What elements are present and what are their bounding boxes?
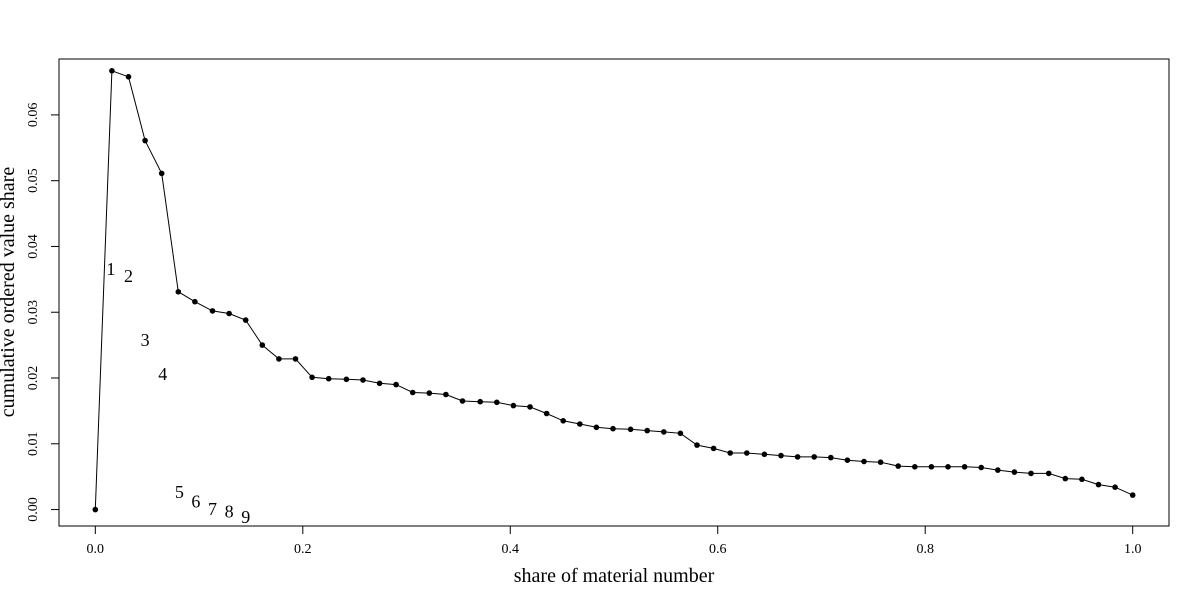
data-point	[1095, 481, 1102, 488]
data-point	[109, 68, 115, 74]
x-tick-label: 0.4	[502, 542, 520, 557]
data-point	[360, 377, 366, 383]
data-point	[1045, 470, 1052, 477]
x-tick-label: 0.8	[916, 542, 934, 557]
data-point	[778, 452, 784, 459]
data-point	[409, 389, 416, 396]
data-point	[125, 74, 132, 80]
x-tick-label: 0.0	[87, 542, 105, 557]
data-point	[1112, 484, 1118, 491]
data-point	[912, 464, 918, 470]
series-layer	[92, 68, 1136, 513]
annotation-label: 8	[225, 502, 234, 522]
data-point	[828, 454, 834, 461]
data-point	[142, 137, 148, 144]
data-point	[242, 317, 249, 323]
data-point	[527, 404, 533, 410]
y-tick-label: 0.01	[26, 432, 41, 457]
x-tick-label: 0.6	[709, 542, 727, 557]
data-point	[1079, 476, 1085, 483]
data-point	[192, 298, 198, 305]
data-point	[158, 170, 165, 177]
data-point	[861, 458, 867, 465]
data-point	[811, 454, 817, 460]
data-point	[1062, 475, 1069, 482]
data-point	[226, 310, 232, 317]
data-point	[477, 398, 484, 405]
data-point	[945, 464, 951, 470]
data-point	[877, 459, 884, 466]
data-point	[844, 457, 851, 464]
plot-frame	[58, 58, 1170, 527]
x-tick-label: 1.0	[1124, 542, 1142, 557]
data-point	[978, 464, 984, 471]
annotation-label: 1	[106, 259, 115, 279]
x-tick-label: 0.2	[294, 542, 312, 557]
data-point	[961, 464, 968, 470]
data-point	[543, 410, 550, 417]
data-point	[1129, 492, 1136, 498]
annotation-label: 2	[124, 266, 133, 286]
y-axis: 0.00 0.01 0.02 0.03 0.04 0.05 0.06	[26, 103, 60, 522]
annotation-label: 7	[208, 499, 217, 519]
data-point	[560, 418, 566, 424]
annotation-label: 5	[175, 482, 184, 502]
data-point	[661, 429, 667, 435]
data-point	[209, 308, 216, 314]
data-point	[175, 289, 182, 295]
data-point	[744, 450, 750, 456]
data-point	[577, 421, 583, 427]
data-point	[292, 356, 299, 362]
data-point	[443, 391, 449, 398]
data-point	[92, 506, 99, 513]
data-point	[426, 390, 433, 396]
data-point	[644, 427, 650, 434]
y-tick-label: 0.04	[26, 234, 41, 259]
data-point	[995, 467, 1001, 473]
data-point	[1011, 469, 1018, 475]
data-point	[325, 375, 332, 382]
y-tick-label: 0.03	[26, 300, 41, 325]
data-point	[610, 425, 616, 432]
data-point	[694, 442, 700, 448]
data-point	[727, 450, 733, 456]
y-tick-label: 0.02	[26, 366, 41, 391]
data-point	[710, 445, 717, 452]
data-point	[794, 454, 801, 460]
y-axis-title: cumulative ordered value share	[0, 167, 19, 418]
x-axis-title: share of material number	[514, 565, 715, 587]
series-line	[94, 70, 1133, 510]
y-tick-label: 0.06	[26, 103, 41, 128]
annotation-layer: 1 2 34 5 6 7 8 9	[106, 259, 250, 527]
x-axis: 0.0 0.2 0.4 0.6 0.8 1.0	[87, 525, 1142, 557]
data-point	[1028, 470, 1034, 477]
data-point	[343, 376, 350, 383]
data-point	[376, 380, 383, 387]
data-point	[928, 464, 935, 470]
data-point	[309, 374, 315, 381]
data-point	[276, 356, 282, 362]
data-point	[895, 463, 901, 469]
data-point	[677, 430, 684, 437]
data-point	[510, 402, 517, 409]
y-tick-label: 0.05	[26, 168, 41, 193]
annotation-label: 6	[191, 492, 200, 512]
data-point	[593, 424, 600, 431]
data-point	[393, 381, 399, 388]
data-point	[259, 342, 266, 348]
annotation-label: 3	[141, 330, 150, 350]
data-point	[494, 399, 500, 406]
annotation-label: 9	[241, 507, 250, 527]
annotation-label: 4	[158, 364, 167, 384]
data-point	[761, 451, 768, 458]
y-tick-label: 0.00	[26, 497, 41, 522]
data-point	[459, 398, 466, 404]
data-point	[627, 426, 634, 433]
